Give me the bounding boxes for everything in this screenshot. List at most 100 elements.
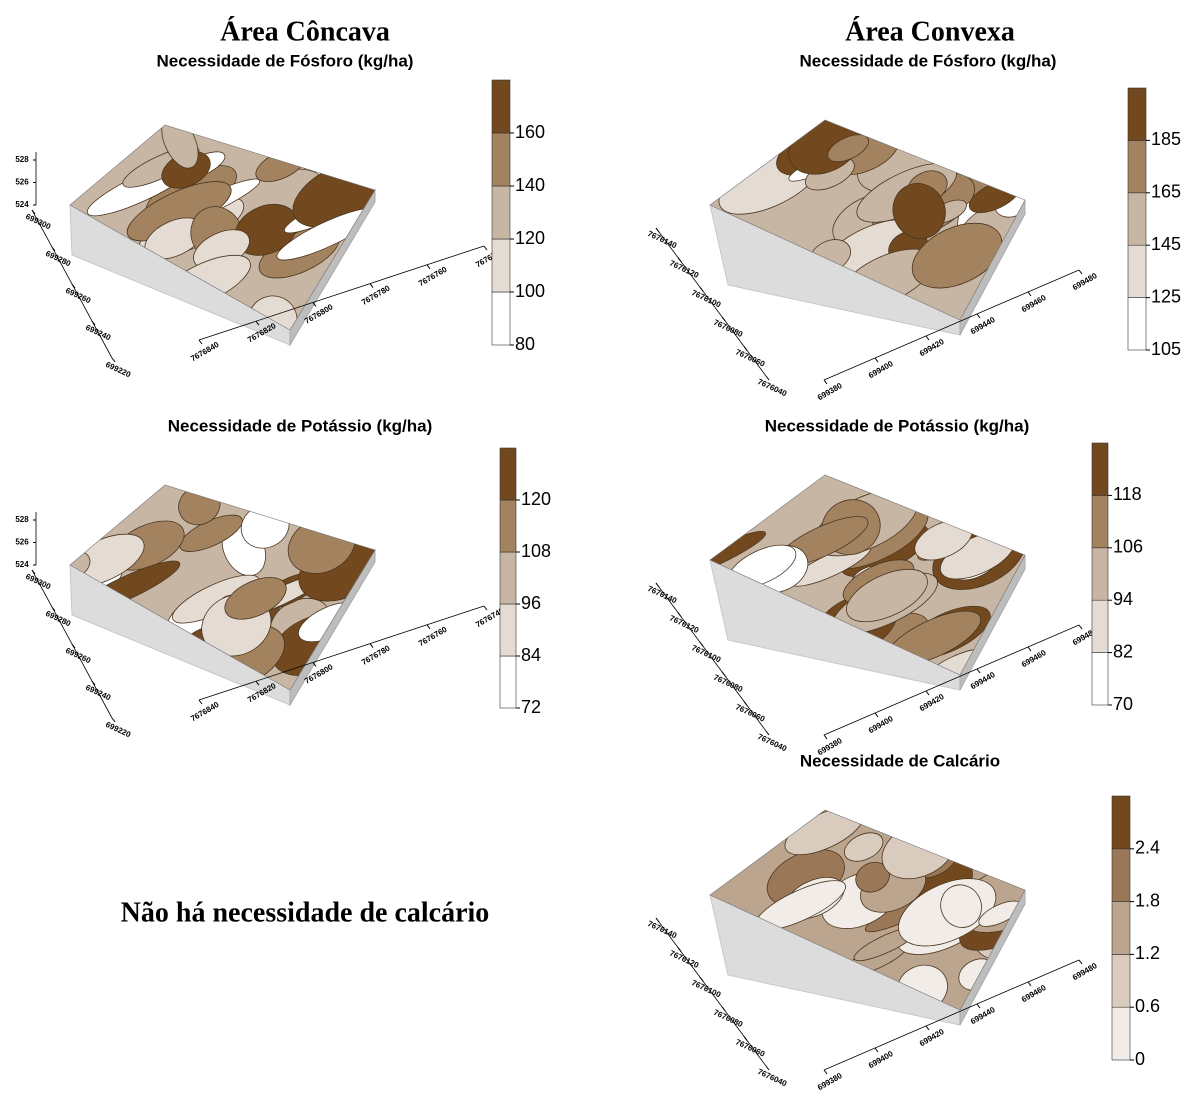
panel-title: Necessidade de Potássio (kg/ha)	[765, 416, 1030, 435]
axis-tick-label: 7676120	[668, 614, 701, 636]
panel-title: Necessidade de Fósforo (kg/ha)	[157, 51, 414, 70]
axis-tick-label: 7676100	[690, 978, 723, 1000]
tick-mark	[875, 713, 878, 717]
panel-title: Necessidade de Potássio (kg/ha)	[168, 416, 433, 435]
colorbar-band	[1112, 902, 1130, 955]
axis-tick-label: 526	[15, 178, 29, 187]
colorbar-band	[500, 604, 516, 656]
colorbar-label: 106	[1113, 537, 1143, 557]
tick-mark	[926, 1026, 929, 1030]
colorbar-band	[1112, 954, 1130, 1007]
axis-tick-label: 524	[15, 200, 29, 209]
tick-mark	[824, 1070, 827, 1074]
colorbar-label: 105	[1151, 339, 1181, 359]
colorbar-band	[1092, 653, 1108, 705]
colorbar-label: 140	[515, 175, 545, 195]
axis-tick-label: 699220	[104, 360, 132, 380]
axis-tick-label: 526	[15, 538, 29, 547]
axis-tick-label: 7676140	[646, 229, 679, 251]
tick-mark	[427, 625, 430, 629]
axis-tick-label: 699380	[816, 381, 844, 402]
colorbar-band	[1128, 245, 1146, 297]
axis-tick-label: 699400	[867, 1049, 895, 1070]
axis-tick-label: 699440	[969, 1005, 997, 1026]
axis-tick-label: 699280	[44, 249, 72, 269]
tick-mark	[1079, 960, 1082, 964]
colorbar-band	[1112, 849, 1130, 902]
colorbar-label: 94	[1113, 589, 1133, 609]
tick-mark	[199, 340, 202, 344]
axis-tick-label: 7676100	[690, 288, 723, 310]
axis-tick-label: 699440	[969, 670, 997, 691]
colorbar-label: 1.8	[1135, 890, 1160, 910]
axis-tick-label: 699240	[84, 323, 112, 343]
colorbar-label: 108	[521, 541, 551, 561]
tick-mark	[824, 735, 827, 739]
tick-mark	[484, 606, 487, 610]
tick-mark	[977, 669, 980, 673]
axis-tick-label: 699420	[918, 337, 946, 358]
colorbar-label: 120	[521, 489, 551, 509]
axis-tick-label: 7676760	[417, 265, 449, 289]
tick-mark	[1028, 292, 1031, 296]
tick-mark	[199, 700, 202, 704]
axis-tick-label: 524	[15, 560, 29, 569]
panel-title: Necessidade de Fósforo (kg/ha)	[800, 51, 1057, 70]
tick-mark	[977, 314, 980, 318]
axis-tick-label: 699280	[44, 609, 72, 629]
axis-tick-label: 699460	[1020, 983, 1048, 1004]
tick-mark	[1028, 647, 1031, 651]
colorbar-label: 120	[515, 228, 545, 248]
axis-tick-label: 7676780	[360, 283, 392, 307]
axis-tick-label: 7676060	[734, 702, 767, 724]
colorbar-label: 82	[1113, 641, 1133, 661]
tick-mark	[875, 358, 878, 362]
tick-mark	[1079, 625, 1082, 629]
colorbar-band	[1092, 443, 1108, 495]
tick-mark	[926, 691, 929, 695]
axis-tick-label: 7676140	[646, 584, 679, 606]
axis-tick-label: 699240	[84, 683, 112, 703]
colorbar-band	[1112, 1007, 1130, 1060]
axis-tick-label: 699480	[1071, 961, 1099, 982]
axis-tick-label: 7676780	[360, 643, 392, 667]
axis-tick-label: 699400	[867, 359, 895, 380]
axis-tick-label: 7676140	[646, 919, 679, 941]
colorbar-band	[500, 448, 516, 500]
axis-tick-label: 699460	[1020, 293, 1048, 314]
colorbar-band	[1128, 298, 1146, 350]
colorbar-label: 118	[1113, 484, 1142, 504]
tick-mark	[484, 246, 487, 250]
axis-tick-label: 699380	[816, 1071, 844, 1092]
colorbar-label: 72	[521, 697, 541, 717]
colorbar-label: 100	[515, 281, 545, 301]
colorbar-band	[500, 656, 516, 708]
axis-tick-label: 7676100	[690, 643, 723, 665]
colorbar-band	[500, 500, 516, 552]
colorbar-label: 70	[1113, 694, 1133, 714]
axis-tick-label: 699220	[104, 720, 132, 740]
note: Não há necessidade de calcário	[121, 897, 490, 928]
axis-tick-label: 7676840	[189, 700, 221, 724]
tick-mark	[1028, 982, 1031, 986]
colorbar-label: 185	[1151, 129, 1181, 149]
column-header: Área Convexa	[845, 16, 1015, 47]
colorbar-band	[1112, 796, 1130, 849]
axis-tick-label: 7676120	[668, 259, 701, 281]
colorbar-band	[492, 292, 510, 345]
axis-tick-label: 699300	[24, 572, 52, 592]
panel-title: Necessidade de Calcário	[800, 751, 1000, 770]
axis-tick-label: 7676840	[189, 340, 221, 364]
colorbar-band	[492, 239, 510, 292]
axis-tick-label: 699420	[918, 1027, 946, 1048]
column-header: Área Côncava	[220, 16, 390, 47]
axis-tick-label: 699480	[1071, 271, 1099, 292]
tick-mark	[824, 380, 827, 384]
colorbar-band	[1128, 88, 1146, 140]
colorbar-band	[492, 186, 510, 239]
colorbar-label: 80	[515, 334, 535, 354]
axis-tick-label: 699420	[918, 692, 946, 713]
axis-tick-label: 7676040	[756, 732, 789, 754]
axis-tick-label: 7676760	[417, 625, 449, 649]
axis-tick-label: 7676080	[712, 318, 745, 340]
